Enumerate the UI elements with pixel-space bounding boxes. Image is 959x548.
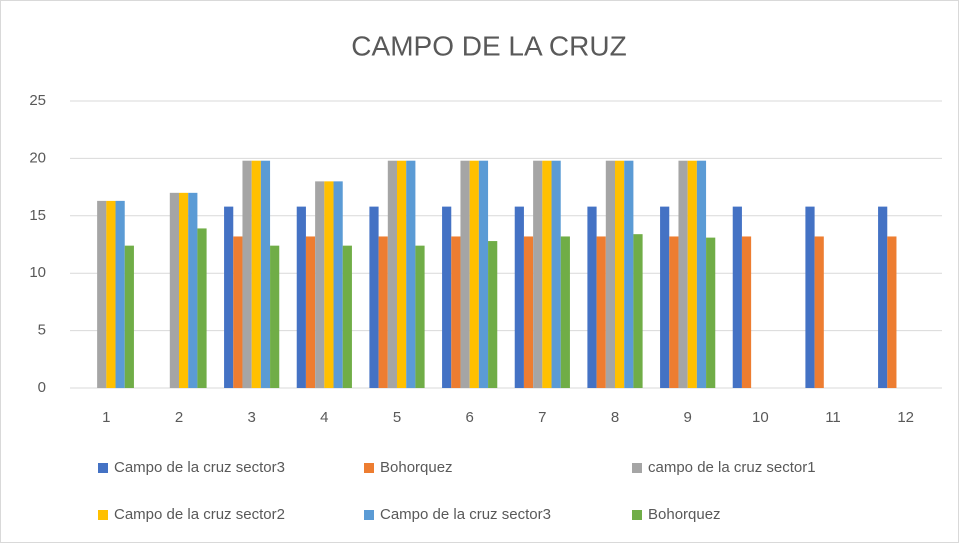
bar [887, 236, 897, 388]
bar [878, 206, 888, 388]
bar [378, 236, 388, 388]
bar [242, 160, 252, 388]
x-tick-label: 4 [320, 409, 328, 426]
bar [97, 200, 107, 388]
bar [106, 200, 116, 388]
legend-label: campo de la cruz sector1 [648, 459, 816, 476]
bar [551, 160, 561, 388]
bar [342, 245, 352, 388]
legend-label: Campo de la cruz sector2 [114, 506, 285, 523]
bar [633, 234, 643, 388]
bar [523, 236, 534, 388]
x-tick-label: 6 [465, 409, 473, 426]
y-tick-label: 25 [29, 92, 46, 109]
x-tick-label: 1 [102, 409, 110, 426]
bar [442, 206, 452, 388]
bar [814, 236, 824, 388]
bar [397, 160, 407, 388]
bar [687, 160, 697, 388]
bar [251, 160, 261, 388]
bar [669, 236, 679, 388]
bar [460, 160, 470, 388]
legend-swatch [632, 510, 642, 520]
bar [488, 241, 498, 388]
bar [179, 192, 189, 388]
bar [324, 181, 334, 388]
y-tick-label: 10 [29, 264, 46, 281]
bar [224, 206, 234, 388]
bar [188, 192, 198, 388]
x-tick-label: 8 [611, 409, 619, 426]
bar [233, 236, 243, 388]
bar [406, 160, 416, 388]
legend-swatch [632, 463, 642, 473]
bar [333, 181, 343, 388]
bar [451, 236, 461, 388]
bar [732, 206, 742, 388]
bar [415, 245, 425, 388]
x-tick-label: 11 [825, 409, 841, 426]
bar [270, 245, 280, 388]
bar [805, 206, 815, 388]
bar [514, 206, 524, 388]
bar [560, 236, 570, 388]
bar [587, 206, 597, 388]
x-tick-label: 10 [752, 409, 769, 426]
legend-label: Campo de la cruz sector3 [114, 459, 285, 476]
bar [469, 160, 479, 388]
bar [124, 245, 134, 388]
bar [596, 236, 606, 388]
legend-swatch [98, 463, 108, 473]
y-tick-label: 15 [29, 207, 46, 224]
y-tick-label: 0 [38, 379, 46, 396]
legend-label: Bohorquez [380, 459, 453, 476]
bar [115, 200, 125, 388]
chart-title: CAMPO DE LA CRUZ [351, 30, 626, 61]
legend-swatch [364, 463, 374, 473]
bar [696, 160, 707, 388]
bar [605, 160, 615, 388]
x-tick-label: 3 [247, 409, 255, 426]
bar [706, 237, 716, 388]
legend-label: Bohorquez [648, 506, 721, 523]
x-tick-label: 2 [175, 409, 183, 426]
x-tick-label: 7 [538, 409, 546, 426]
x-tick-label: 5 [393, 409, 401, 426]
bar [678, 160, 688, 388]
y-tick-label: 5 [38, 322, 46, 339]
y-tick-label: 20 [29, 149, 46, 166]
bar [169, 192, 179, 388]
bar [660, 206, 670, 388]
bar [624, 160, 634, 388]
x-tick-label: 9 [683, 409, 691, 426]
bar [542, 160, 552, 388]
bar [197, 228, 207, 388]
bar [305, 236, 316, 388]
bar [315, 181, 325, 388]
bar [369, 206, 379, 388]
bar [387, 160, 397, 388]
bar [296, 206, 306, 388]
legend-swatch [98, 510, 108, 520]
bar [615, 160, 625, 388]
bar [533, 160, 543, 388]
legend-swatch [364, 510, 374, 520]
bar [260, 160, 271, 388]
bar [478, 160, 489, 388]
legend-label: Campo de la cruz sector3 [380, 506, 551, 523]
x-tick-label: 12 [897, 409, 914, 426]
bar [741, 236, 752, 388]
